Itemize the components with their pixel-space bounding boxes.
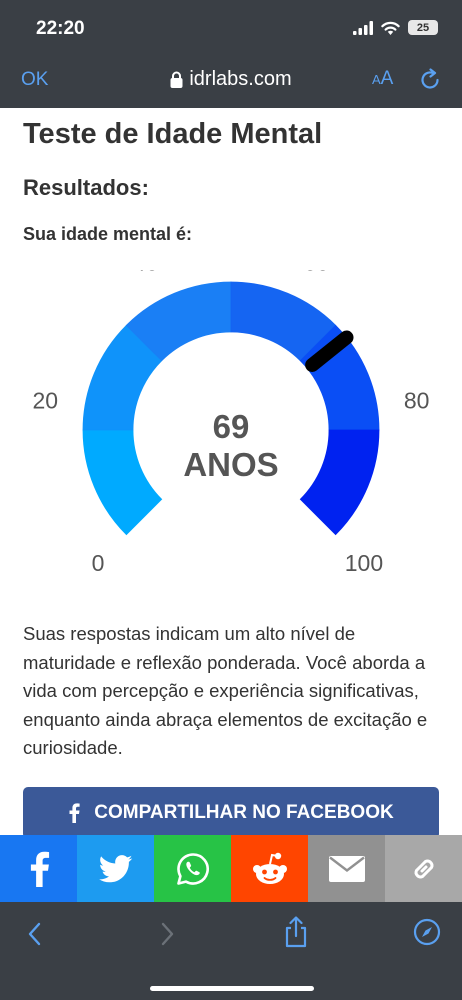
gauge-tick-label: 20 <box>33 388 59 414</box>
wifi-icon <box>381 21 400 35</box>
gauge-tick-label: 100 <box>345 550 383 576</box>
share-reddit-button[interactable] <box>231 835 308 902</box>
share-whatsapp-button[interactable] <box>154 835 231 902</box>
compass-icon[interactable] <box>413 918 441 946</box>
status-time: 22:20 <box>36 18 85 39</box>
facebook-f-icon <box>69 803 80 823</box>
facebook-icon <box>30 851 49 887</box>
share-link-button[interactable] <box>385 835 462 902</box>
address-bar[interactable]: idrlabs.com <box>0 68 462 91</box>
share-facebook-button[interactable] <box>0 835 77 902</box>
lock-icon <box>170 71 183 89</box>
text-size-big-a: A <box>380 68 394 89</box>
result-intro: Sua idade mental é: <box>23 224 193 244</box>
status-bar: 22:20 25 <box>0 0 462 56</box>
share-email-button[interactable] <box>308 835 385 902</box>
gauge-tick-labels: 0 20 40 60 80 100 <box>33 270 430 576</box>
browser-toolbar: OK idrlabs.com AA <box>0 56 462 108</box>
facebook-share-label: COMPARTILHAR NO FACEBOOK <box>94 802 394 823</box>
twitter-icon <box>98 854 132 882</box>
gauge-value: 69 <box>213 408 250 445</box>
gauge-tick-label: 80 <box>404 388 430 414</box>
page-title: Teste de Idade Mental <box>23 118 323 150</box>
gauge-segment <box>299 429 380 536</box>
forward-icon[interactable] <box>156 920 178 948</box>
done-button[interactable]: OK <box>21 69 49 90</box>
text-size-button[interactable]: AA <box>372 68 393 90</box>
gauge-needle <box>305 330 354 372</box>
gauge-segment <box>82 429 163 536</box>
share-twitter-button[interactable] <box>77 835 154 902</box>
facebook-share-button[interactable]: COMPARTILHAR NO FACEBOOK <box>23 787 439 839</box>
email-icon <box>328 855 365 882</box>
gauge-tick-label: 0 <box>92 550 105 576</box>
browser-bottom-bar <box>0 902 462 1000</box>
gauge-tick-label: 60 <box>304 270 330 275</box>
text-size-small-a: A <box>372 72 381 87</box>
gauge-unit: ANOS <box>183 446 278 483</box>
share-bar <box>0 835 462 902</box>
gauge-tick-label: 40 <box>133 270 159 275</box>
home-indicator <box>150 986 314 991</box>
whatsapp-icon <box>176 852 209 885</box>
result-description: Suas respostas indicam um alto nível de … <box>23 623 428 758</box>
back-icon[interactable] <box>24 920 46 948</box>
signal-icon <box>353 20 373 35</box>
mental-age-gauge: 0 20 40 60 80 100 69 ANOS <box>33 270 430 576</box>
link-icon <box>414 859 433 878</box>
reload-icon[interactable] <box>418 68 442 92</box>
results-heading: Resultados: <box>23 175 149 200</box>
url-text: idrlabs.com <box>189 68 292 90</box>
reddit-icon <box>252 852 287 884</box>
page-content: Teste de Idade Mental Resultados: Sua id… <box>0 108 462 246</box>
share-icon[interactable] <box>283 916 309 948</box>
battery-icon: 25 <box>408 20 438 35</box>
gauge-segments <box>82 281 380 536</box>
status-icons: 25 <box>353 20 438 35</box>
